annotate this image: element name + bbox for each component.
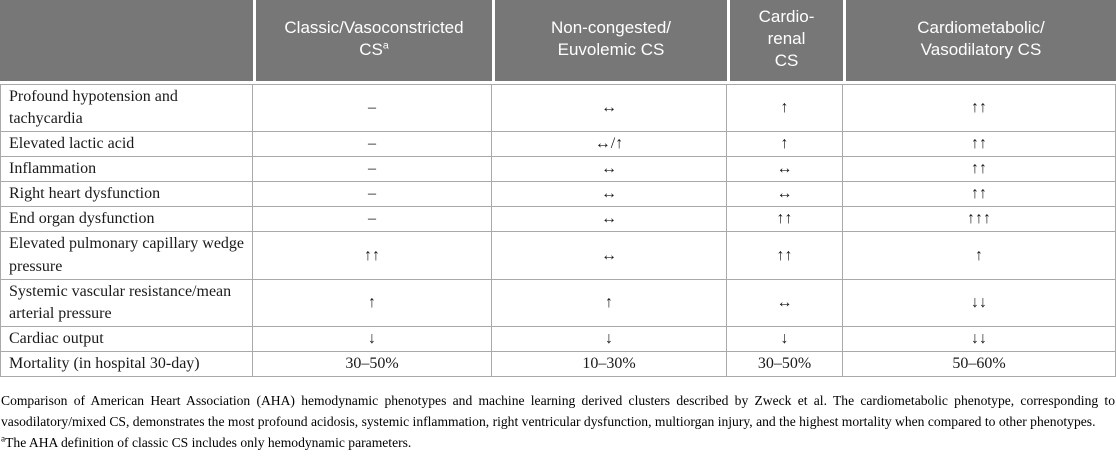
cell-value: ↑ [727,84,843,133]
cell-value: ↑↑ [253,232,492,280]
cell-value: ↔/↑ [492,132,727,158]
table-row: Profound hypotension and tachycardia – ↔ ↑ ↑… [0,84,1116,133]
cell-value: – [253,132,492,158]
row-label: Profound hypotension and tachycardia [0,84,253,133]
cell-value: 50–60% [843,351,1116,377]
cell-value: ↔ [492,232,727,280]
table-row: Cardiac output ↓ ↓ ↓ ↓↓ [0,326,1116,352]
cell-value: ↑↑ [843,84,1116,133]
cell-value: ↑↑ [727,232,843,280]
cell-value: ↔ [727,182,843,208]
cell-value: ↑ [843,232,1116,280]
footnote-marker: a [1,433,6,444]
table-row: Elevated lactic acid – ↔/↑ ↑ ↑↑ [0,132,1116,158]
cell-value: ↑↑ [727,207,843,233]
table-row: Elevated pulmonary capillary wedge press… [0,232,1116,280]
row-label: Mortality (in hospital 30-day) [0,351,253,377]
table-row: Inflammation – ↔ ↔ ↑↑ [0,157,1116,183]
cell-value: – [253,182,492,208]
cell-value: 30–50% [253,351,492,377]
column-header-classic-vasoconstricted: Classic/Vasoconstricted CSa [253,0,492,84]
cell-value: ↔ [492,84,727,133]
row-label: Elevated pulmonary capillary wedge press… [0,232,253,280]
column-header-empty [0,0,253,84]
cell-value: ↔ [492,157,727,183]
cell-value: ↔ [727,157,843,183]
column-header-non-congested-euvolemic: Non-congested/Euvolemic CS [492,0,727,84]
cell-value: ↑↑↑ [843,207,1116,233]
table-row: Systemic vascular resistance/mean arteri… [0,279,1116,327]
cell-value: ↑ [492,279,727,327]
cell-value: 10–30% [492,351,727,377]
cell-value: 30–50% [727,351,843,377]
cell-value: ↓↓ [843,326,1116,352]
column-header-cardio-renal: Cardio-renal CS [727,0,843,84]
table-row: Mortality (in hospital 30-day) 30–50% 10–3… [0,351,1116,377]
cell-value: ↓↓ [843,279,1116,327]
column-header-cardiometabolic-vasodilatory: Cardiometabolic/Vasodilatory CS [843,0,1116,84]
row-label: Cardiac output [0,326,253,352]
cell-value: ↑↑ [843,132,1116,158]
row-label: Elevated lactic acid [0,132,253,158]
table-footnote: aThe AHA definition of classic CS includ… [1,432,1115,453]
header-superscript: a [382,39,389,52]
cell-value: ↓ [727,326,843,352]
row-label: Inflammation [0,157,253,183]
cell-value: ↑ [727,132,843,158]
cell-value: ↓ [492,326,727,352]
cell-value: ↑↑ [843,182,1116,208]
cell-value: ↑↑ [843,157,1116,183]
phenotype-comparison-table: Classic/Vasoconstricted CSa Non-congested/… [0,0,1116,377]
table-row: Right heart dysfunction – ↔ ↔ ↑↑ [0,182,1116,208]
table-body: Profound hypotension and tachycardia – ↔ ↑ ↑… [0,84,1116,377]
cell-value: – [253,84,492,133]
cell-value: ↔ [727,279,843,327]
cell-value: – [253,157,492,183]
table-caption-block: Comparison of American Heart Association… [0,390,1116,453]
row-label: End organ dysfunction [0,207,253,233]
cell-value: ↔ [492,182,727,208]
footnote-text: The AHA definition of classic CS include… [5,435,412,451]
cell-value: ↑ [253,279,492,327]
row-label: Right heart dysfunction [0,182,253,208]
table-row: End organ dysfunction – ↔ ↑↑ ↑↑↑ [0,207,1116,233]
cell-value: ↔ [492,207,727,233]
cell-value: – [253,207,492,233]
table-header-row: Classic/Vasoconstricted CSa Non-congested/… [0,0,1116,84]
row-label: Systemic vascular resistance/mean arteri… [0,279,253,327]
table-caption: Comparison of American Heart Association… [1,392,1115,429]
cell-value: ↓ [253,326,492,352]
